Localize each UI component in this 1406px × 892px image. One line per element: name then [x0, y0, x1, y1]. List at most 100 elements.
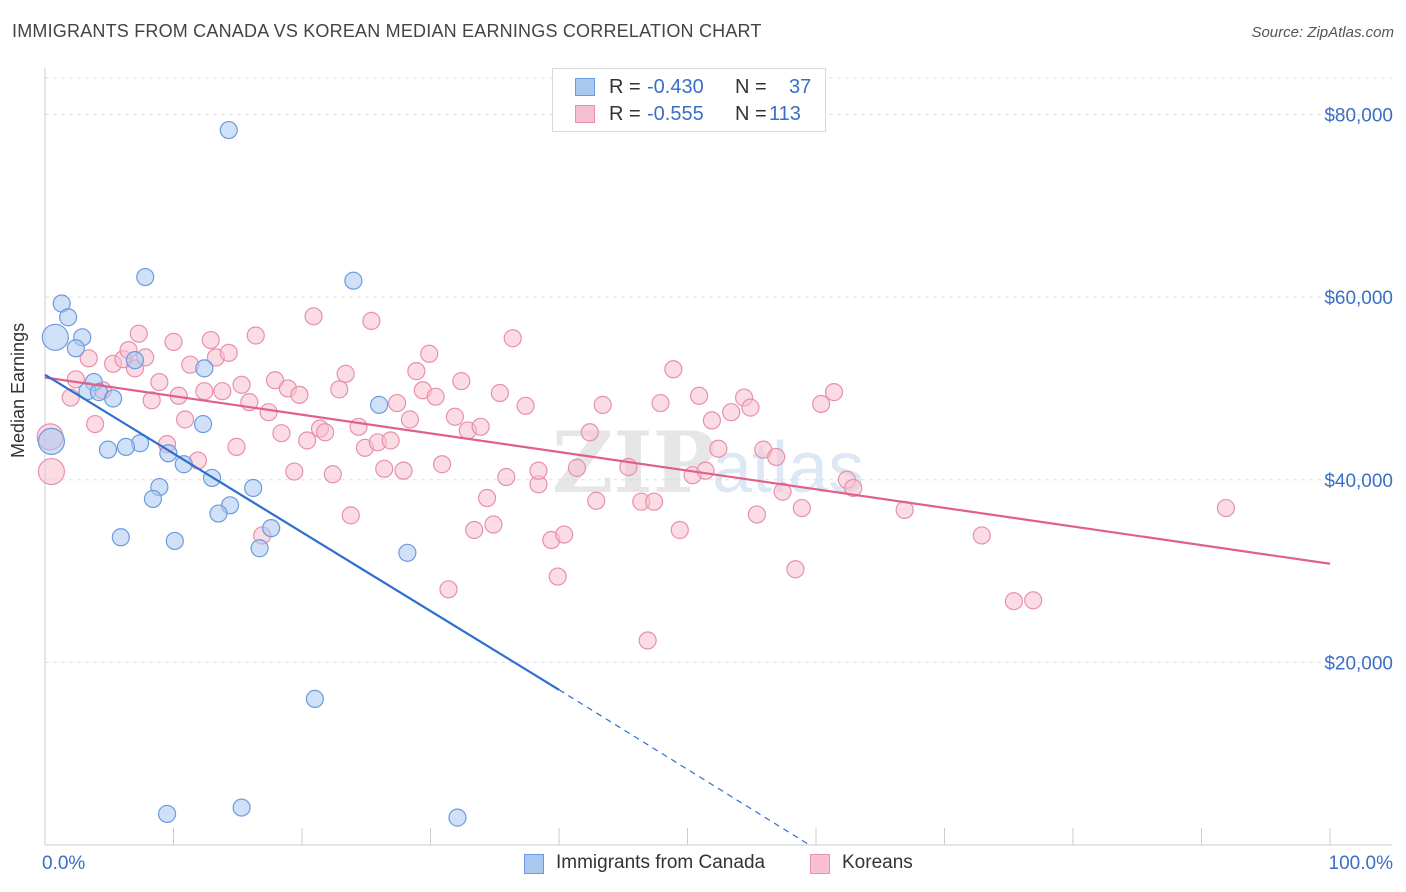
korean-point [741, 398, 760, 417]
canada-point [244, 478, 263, 498]
korean-point [265, 371, 285, 390]
korean-point [336, 364, 355, 383]
korean-point [516, 396, 535, 415]
korean-point [420, 344, 439, 363]
canada-point [37, 427, 66, 456]
legend-swatch-koreans [810, 854, 830, 874]
korean-point [689, 386, 709, 405]
korean-point [1024, 591, 1043, 610]
korean-point [644, 492, 664, 511]
korean-point [567, 458, 587, 477]
korean-point [400, 410, 420, 429]
korean-point [394, 461, 413, 480]
canada-point [111, 528, 130, 547]
canada-point [219, 120, 238, 140]
korean-point [471, 417, 490, 436]
korean-point [587, 491, 606, 510]
korean-point [709, 439, 728, 458]
korean-point [747, 505, 766, 524]
korean-point [432, 455, 452, 474]
trend-lines [44, 373, 1331, 846]
chart-title: IMMIGRANTS FROM CANADA VS KOREAN MEDIAN … [12, 21, 762, 41]
y-axis-label: Median Earnings [8, 322, 28, 458]
korean-point [465, 520, 484, 540]
korean-point [670, 520, 689, 540]
korean-point [773, 482, 792, 501]
canada-points [37, 120, 467, 827]
korean-point [1004, 592, 1023, 611]
koreans-points [36, 307, 1236, 650]
korean-point [219, 343, 238, 362]
source-label: Source: ZipAtlas.com [1251, 24, 1394, 41]
korean-point [824, 383, 844, 402]
legend-r-label: R = [609, 76, 641, 98]
grid-lines [45, 77, 1392, 663]
korean-point [490, 383, 509, 403]
korean-point [341, 506, 360, 525]
canada-point [165, 531, 184, 551]
axes [44, 68, 1392, 846]
korean-point [580, 423, 599, 442]
y-tick-label: $20,000 [1324, 653, 1393, 674]
x-tick-label-start: 0.0% [42, 853, 85, 874]
korean-point [548, 567, 567, 586]
korean-point [142, 391, 161, 410]
canada-point [250, 539, 269, 558]
korean-point [298, 431, 317, 450]
canada-point [370, 395, 389, 414]
korean-point [86, 414, 105, 434]
canada-point [195, 359, 214, 378]
korean-point [316, 423, 335, 442]
legend-n-value: 113 [769, 103, 801, 125]
canada-point [232, 798, 251, 817]
canada-point [305, 689, 324, 709]
korean-point [175, 410, 195, 429]
korean-point [349, 417, 368, 436]
korean-point [407, 362, 426, 381]
korean-point [812, 394, 831, 414]
legend-n-label: N = [735, 103, 767, 125]
korean-point [1216, 498, 1236, 518]
korean-point [304, 307, 323, 326]
korean-point [484, 515, 503, 534]
korean-point [555, 525, 574, 544]
y-tick-label: $80,000 [1324, 106, 1393, 127]
korean-point [285, 462, 304, 481]
canada-point [98, 440, 118, 459]
korean-point [452, 372, 471, 391]
legend-swatch-koreans [575, 105, 595, 123]
stats-legend: R = -0.430 N = 37 R = -0.555 N = 113 [552, 68, 826, 132]
canada-point [448, 808, 467, 827]
korean-point [593, 395, 612, 414]
korean-point [323, 465, 342, 484]
korean-point [664, 360, 683, 379]
korean-point [651, 393, 670, 413]
korean-point [195, 382, 214, 401]
canada-point [262, 519, 281, 538]
korean-point [362, 311, 381, 330]
korean-point [529, 461, 548, 480]
korean-point [290, 385, 309, 404]
legend-swatch-canada [524, 854, 544, 874]
korean-point [722, 403, 741, 422]
korean-point [503, 329, 522, 348]
legend-r-label: R = [609, 103, 641, 125]
korean-point [164, 332, 183, 351]
korean-point [375, 459, 394, 478]
canada-trend-extension [558, 689, 810, 846]
canada-point [104, 389, 123, 408]
korean-point [439, 580, 458, 599]
korean-point [767, 447, 786, 467]
korean-point [201, 330, 220, 350]
korean-point [638, 631, 657, 650]
korean-point [497, 467, 516, 487]
korean-point [844, 478, 863, 498]
korean-point [387, 393, 407, 413]
korean-point [786, 560, 805, 579]
korean-point [381, 431, 400, 450]
tick-labels: $20,000 $40,000 $60,000 $80,000 0.0% 100.0% [42, 106, 1393, 874]
korean-point [272, 424, 291, 443]
korean-point [227, 437, 246, 456]
korean-point [330, 380, 349, 399]
canada-point [344, 271, 363, 290]
